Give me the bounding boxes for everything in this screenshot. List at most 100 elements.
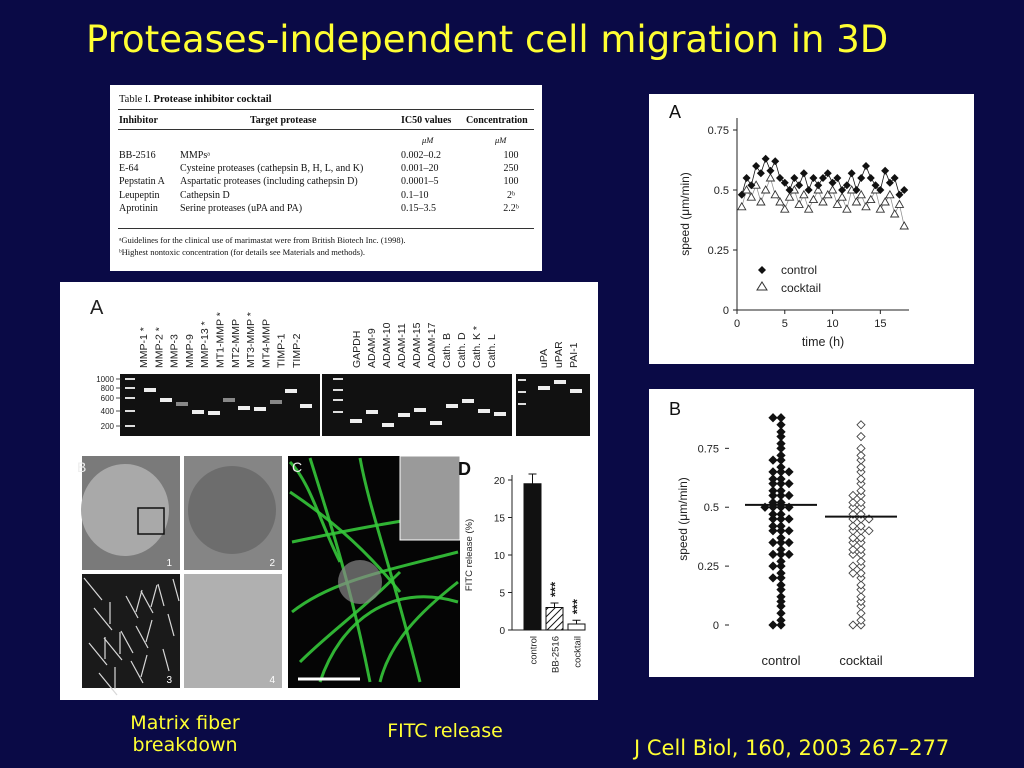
dot-panel-label: B bbox=[669, 399, 681, 419]
micrograph-c-inset bbox=[399, 455, 461, 541]
ladder-label: 1000 bbox=[96, 375, 114, 384]
speed-panel-label: A bbox=[669, 102, 681, 122]
speed-time-chart: A 0 0.25 0.5 0.75 0 5 10 15 time (h) speed (μm/min… bbox=[669, 102, 909, 349]
control-point bbox=[871, 181, 880, 190]
cocktail-point bbox=[899, 221, 909, 230]
micrograph-tile-number: 1 bbox=[166, 558, 172, 569]
micrograph-1-zoom-box bbox=[137, 507, 165, 535]
matrix-fiber bbox=[162, 648, 170, 672]
dot-y-tick-label: 0 bbox=[713, 620, 719, 632]
micrograph-b-group: B 1 2 3 4 bbox=[77, 456, 282, 696]
matrix-fiber bbox=[120, 630, 134, 654]
collagen-fiber bbox=[308, 457, 372, 683]
control-point bbox=[795, 181, 804, 190]
cocktail-dot bbox=[848, 568, 858, 578]
cocktail-point bbox=[799, 189, 809, 199]
matrix-fiber bbox=[135, 625, 149, 649]
ladder-band bbox=[333, 389, 343, 391]
control-point bbox=[761, 154, 770, 163]
lane-label: Cath. B bbox=[441, 333, 453, 368]
fitc-y-tick-label: 10 bbox=[494, 551, 506, 562]
cocktail-dot bbox=[856, 615, 866, 625]
control-point bbox=[756, 169, 765, 178]
table-header: Target protease bbox=[250, 115, 317, 126]
fitc-bar bbox=[523, 483, 542, 631]
cocktail-point bbox=[894, 199, 905, 208]
cocktail-point bbox=[756, 197, 766, 206]
cocktail-point bbox=[760, 185, 771, 194]
cocktail-dot bbox=[848, 497, 858, 508]
control-dot bbox=[784, 467, 794, 477]
speed-x-tick-label: 0 bbox=[734, 318, 740, 330]
cocktail-dot bbox=[856, 580, 866, 590]
dot-y-axis-label: speed (μm/min) bbox=[676, 477, 690, 561]
table-cell: 0.0001–5 bbox=[401, 176, 439, 188]
control-dot bbox=[768, 467, 778, 477]
control-point bbox=[852, 186, 861, 194]
cocktail-dot bbox=[856, 561, 866, 571]
cocktail-dot bbox=[856, 533, 866, 543]
gel-band bbox=[350, 419, 362, 423]
control-dot bbox=[768, 514, 778, 524]
cocktail-dot bbox=[856, 486, 866, 496]
matrix-fiber bbox=[125, 595, 139, 619]
control-dot bbox=[784, 490, 794, 501]
table-row: E-64 Cysteine proteases (cathepsin B, H, … bbox=[110, 162, 542, 175]
cocktail-point bbox=[808, 194, 819, 204]
control-point bbox=[776, 174, 784, 182]
lane-label: ADAM-10 bbox=[381, 322, 393, 368]
table-row: Pepstatin A Aspartatic proteases (includi… bbox=[110, 175, 542, 188]
cocktail-point bbox=[875, 204, 886, 213]
control-point bbox=[766, 166, 775, 175]
control-dot bbox=[776, 592, 786, 602]
control-dot bbox=[776, 438, 786, 449]
control-dot bbox=[784, 526, 794, 536]
gel-band bbox=[270, 400, 282, 404]
table-cell: 100 bbox=[503, 176, 519, 188]
control-point bbox=[876, 186, 885, 194]
lane-label: MMP-1 * bbox=[138, 327, 150, 368]
legend-control-label: control bbox=[781, 263, 817, 277]
control-dot bbox=[784, 479, 794, 489]
legend-cocktail-marker bbox=[756, 281, 768, 291]
fitc-bar bbox=[567, 623, 586, 631]
micrograph-c-group: C bbox=[288, 455, 461, 688]
cocktail-point bbox=[837, 192, 847, 201]
control-point bbox=[895, 190, 904, 199]
table-cell: Serine proteases (uPA and PA) bbox=[180, 202, 303, 214]
cocktail-dot bbox=[856, 549, 866, 559]
micrograph-2-gel-drop bbox=[188, 466, 276, 554]
table-footnote: ᵇHighest nontoxic concentration (for det… bbox=[119, 247, 365, 257]
table-cell: Pepstatin A bbox=[119, 176, 165, 188]
cocktail-dot bbox=[856, 521, 866, 531]
control-dot bbox=[768, 526, 778, 536]
fitc-y-tick-label: 20 bbox=[494, 476, 506, 487]
control-dot bbox=[776, 573, 786, 583]
cocktail-dot bbox=[848, 502, 858, 512]
lane-label: ADAM-9 bbox=[366, 328, 378, 368]
dot-y-tick-label: 0.5 bbox=[704, 502, 719, 514]
table-header-row: Inhibitor Target protease IC50 values Co… bbox=[110, 114, 542, 127]
legend-cocktail-label: cocktail bbox=[781, 281, 821, 295]
control-dot bbox=[768, 502, 778, 512]
control-point bbox=[819, 174, 827, 182]
control-point bbox=[790, 174, 799, 182]
control-point bbox=[737, 190, 746, 199]
matrix-fiber bbox=[172, 578, 180, 602]
control-dot bbox=[776, 568, 786, 578]
collagen-fiber bbox=[358, 457, 422, 683]
control-dot bbox=[768, 620, 778, 630]
control-dot bbox=[776, 601, 786, 611]
control-point bbox=[833, 174, 842, 182]
cocktail-dot bbox=[856, 596, 866, 607]
lane-label: MT4-MMP bbox=[260, 319, 272, 368]
control-point bbox=[842, 181, 851, 190]
cocktail-dot bbox=[856, 431, 866, 442]
gel-box-1 bbox=[120, 374, 320, 436]
control-point bbox=[747, 181, 756, 190]
collagen-fiber bbox=[378, 580, 459, 683]
cocktail-point bbox=[765, 173, 776, 182]
gel-band bbox=[285, 389, 297, 393]
control-dot bbox=[776, 427, 786, 437]
lane-label: ADAM-15 bbox=[411, 322, 423, 368]
